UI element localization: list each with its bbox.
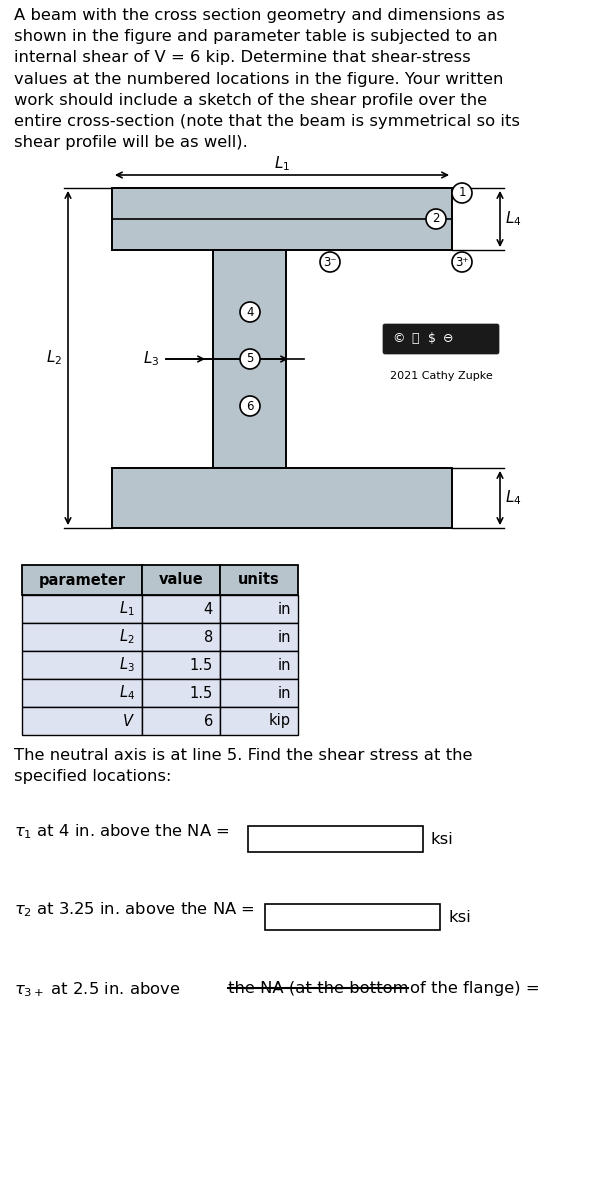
Bar [265,904,440,930]
Bar [142,623,220,650]
Text: ⊖: ⊖ [443,332,453,346]
FancyBboxPatch shape [383,324,499,354]
Bar [142,707,220,734]
Text: 2: 2 [432,212,440,226]
Text: of the flange) =: of the flange) = [410,980,539,996]
Text: 3⁺: 3⁺ [455,256,469,269]
Text: 5: 5 [246,353,254,366]
Text: $L_3$: $L_3$ [143,349,159,368]
Bar [220,565,298,595]
Bar [22,623,142,650]
Text: ksi: ksi [431,832,454,846]
Bar [142,679,220,707]
Bar [22,650,142,679]
Text: 1.5: 1.5 [190,685,213,701]
Circle shape [320,252,340,272]
Circle shape [240,349,260,370]
Text: 1: 1 [458,186,466,199]
Text: 8: 8 [204,630,213,644]
Text: ©: © [393,332,405,346]
Text: 4: 4 [246,306,254,318]
Bar [248,826,423,852]
Text: $L_3$: $L_3$ [119,655,135,674]
Text: 4: 4 [204,601,213,617]
Bar [22,595,142,623]
Bar [220,707,298,734]
Text: BY  NC  SA: BY NC SA [414,360,468,368]
Bar [220,595,298,623]
Text: $V$: $V$ [122,713,135,728]
Text: $L_1$: $L_1$ [274,155,290,173]
Bar [142,565,220,595]
Text: units: units [238,572,280,588]
Text: $L_2$: $L_2$ [120,628,135,647]
Bar [22,565,142,595]
Bar [213,250,286,468]
Text: ksi: ksi [448,910,471,924]
Text: 1.5: 1.5 [190,658,213,672]
Circle shape [452,252,472,272]
Circle shape [452,182,472,203]
Text: parameter: parameter [39,572,126,588]
Circle shape [240,302,260,322]
Text: 6: 6 [204,714,213,728]
Bar [112,468,452,528]
Text: 3⁻: 3⁻ [323,256,337,269]
Text: 2021 Cathy Zupke: 2021 Cathy Zupke [390,371,492,382]
Text: $L_4$: $L_4$ [119,684,135,702]
Bar [220,679,298,707]
Text: The neutral axis is at line 5. Find the shear stress at the
specified locations:: The neutral axis is at line 5. Find the … [14,748,472,785]
Bar [142,650,220,679]
Text: value: value [159,572,204,588]
Bar [142,595,220,623]
Text: 6: 6 [246,400,254,413]
Text: $: $ [428,332,436,346]
Text: in: in [277,601,291,617]
Text: A beam with the cross section geometry and dimensions as
shown in the figure and: A beam with the cross section geometry a… [14,8,520,150]
Text: in: in [277,658,291,672]
Text: $L_4$: $L_4$ [505,488,522,508]
Bar [22,707,142,734]
Text: ⓘ: ⓘ [411,332,419,346]
Text: $L_1$: $L_1$ [120,600,135,618]
Text: $L_4$: $L_4$ [505,210,522,228]
Bar [220,623,298,650]
Text: $\tau_1$ at 4 in. above the NA =: $\tau_1$ at 4 in. above the NA = [14,822,230,841]
Circle shape [426,209,446,229]
Text: the NA (at the bottom: the NA (at the bottom [228,980,409,996]
Circle shape [240,396,260,416]
Text: kip: kip [269,714,291,728]
Text: $\tau_{3+}$ at 2.5 in. above: $\tau_{3+}$ at 2.5 in. above [14,980,181,998]
Bar [220,650,298,679]
Bar [22,679,142,707]
Text: in: in [277,630,291,644]
Text: $\tau_2$ at 3.25 in. above the NA =: $\tau_2$ at 3.25 in. above the NA = [14,900,255,919]
Text: in: in [277,685,291,701]
Text: $L_2$: $L_2$ [46,349,62,367]
Bar [112,188,452,250]
